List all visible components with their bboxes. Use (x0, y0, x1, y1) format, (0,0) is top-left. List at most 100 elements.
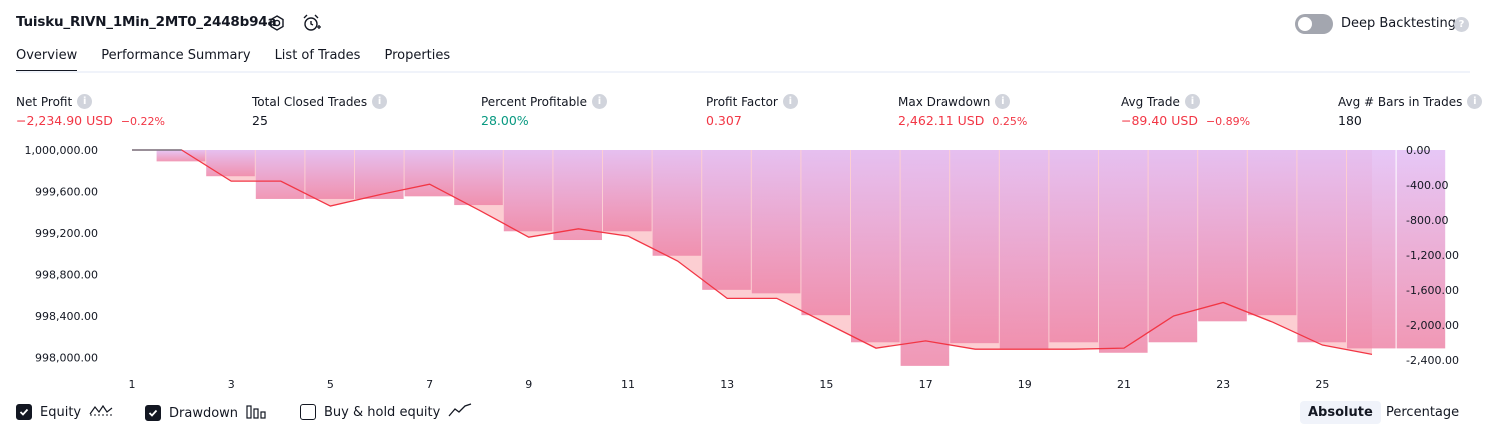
drawdown-bar (851, 150, 900, 343)
metric-percent: −0.22% (120, 115, 165, 128)
x-tick-label: 15 (819, 378, 833, 391)
equity-line-icon (89, 403, 113, 421)
tab-performance-summary[interactable]: Performance Summary (101, 48, 251, 63)
x-tick-label: 1 (129, 378, 136, 391)
x-tick-label: 23 (1216, 378, 1230, 391)
toggle-knob (1298, 17, 1312, 31)
drawdown-bar (553, 150, 602, 241)
drawdown-bar (1396, 150, 1446, 349)
info-icon[interactable]: i (782, 94, 798, 109)
legend-label: Drawdown (169, 405, 239, 421)
drawdown-bar (305, 150, 354, 199)
drawdown-bar (404, 150, 454, 197)
x-tick-label: 13 (720, 378, 734, 391)
metric-label: Max Drawdown (898, 94, 991, 109)
metric-value: 25 (252, 113, 268, 128)
legend-equity[interactable]: Equity (16, 403, 113, 421)
metric-value: 28.00% (481, 113, 529, 128)
info-icon[interactable]: i (591, 94, 607, 109)
info-icon[interactable]: i (995, 94, 1011, 109)
equity-line (132, 149, 1373, 356)
y-right-tick-label: -800.00 (1406, 214, 1448, 227)
x-tick-label: 17 (919, 378, 933, 391)
info-icon[interactable]: i (1467, 94, 1483, 109)
drawdown-bar (1148, 150, 1198, 343)
drawdown-bar (1347, 150, 1396, 349)
drawdown-bar (206, 150, 255, 177)
drawdown-bar (1049, 150, 1098, 343)
metric-percent: 0.25% (992, 115, 1028, 128)
drawdown-bar (603, 150, 652, 232)
x-tick-label: 19 (1018, 378, 1032, 391)
help-icon[interactable]: ? (1454, 17, 1469, 32)
y-left-tick-label: 999,200.00 (35, 227, 98, 240)
legend-buy-hold[interactable]: Buy & hold equity (300, 403, 472, 421)
y-right-tick-label: 0.00 (1406, 144, 1431, 157)
drawdown-bar (503, 150, 553, 232)
axis-ticks: 1,000,000.00 999,600.00 999,200.00 998,800.… (25, 144, 1459, 391)
drawdown-bar (156, 150, 206, 162)
info-icon[interactable]: i (77, 94, 93, 109)
y-right-tick-label: -1,200.00 (1406, 249, 1459, 262)
y-left-tick-label: 998,000.00 (35, 351, 98, 364)
drawdown-bar (999, 150, 1049, 349)
alarm-clock-plus-icon[interactable] (300, 12, 322, 34)
y-left-tick-label: 999,600.00 (35, 185, 98, 198)
y-left-tick-label: 1,000,000.00 (25, 144, 98, 157)
metric-total-closed-trades: Total Closed Trades i 25 (252, 94, 388, 128)
y-right-tick-label: -400.00 (1406, 179, 1448, 192)
x-tick-label: 9 (525, 378, 532, 391)
info-icon[interactable]: i (372, 94, 388, 109)
metric-label: Avg # Bars in Trades (1338, 94, 1463, 109)
buy-hold-checkbox[interactable] (300, 404, 316, 420)
drawdown-bar (900, 150, 950, 366)
legend-drawdown[interactable]: Drawdown (145, 403, 268, 423)
tab-list-of-trades[interactable]: List of Trades (274, 48, 361, 63)
drawdown-bar (751, 150, 801, 294)
x-tick-label: 5 (327, 378, 334, 391)
tab-divider (16, 71, 1470, 73)
drawdown-bar (1297, 150, 1346, 343)
drawdown-bar (801, 150, 850, 316)
drawdown-bar (1099, 150, 1148, 353)
drawdown-bars (156, 150, 1446, 366)
metric-value: 0.307 (706, 113, 742, 128)
metric-avg-bars: Avg # Bars in Trades i 180 (1338, 94, 1483, 128)
drawdown-bar (1247, 150, 1297, 316)
metric-value: 2,462.11 USD (898, 113, 985, 128)
metric-max-drawdown: Max Drawdown i 2,462.11 USD 0.25% (898, 94, 1027, 128)
x-tick-label: 21 (1117, 378, 1131, 391)
metric-label: Percent Profitable (481, 94, 587, 109)
x-tick-label: 25 (1315, 378, 1329, 391)
metric-label: Profit Factor (706, 94, 778, 109)
metric-avg-trade: Avg Trade i −89.40 USD −0.89% (1121, 94, 1250, 128)
metric-label: Net Profit (16, 94, 73, 109)
metric-profit-factor: Profit Factor i 0.307 (706, 94, 798, 128)
drawdown-checkbox[interactable] (145, 405, 161, 421)
tab-properties[interactable]: Properties (384, 48, 451, 63)
x-tick-label: 11 (621, 378, 635, 391)
info-icon[interactable]: i (1184, 94, 1200, 109)
absolute-button[interactable]: Absolute (1300, 401, 1381, 424)
metric-percent-profitable: Percent Profitable i 28.00% (481, 94, 607, 128)
metric-label: Avg Trade (1121, 94, 1180, 109)
drawdown-bar (950, 150, 999, 344)
legend-label: Equity (40, 404, 82, 420)
metric-value: −89.40 USD (1121, 113, 1198, 128)
drawdown-bar (1198, 150, 1247, 322)
equity-checkbox[interactable] (16, 404, 32, 420)
percentage-button[interactable]: Percentage (1386, 405, 1460, 420)
metric-value: −2,234.90 USD (16, 113, 113, 128)
y-right-tick-label: -1,600.00 (1406, 284, 1459, 297)
strategy-title: Tuisku_RIVN_1Min_2MT0_2448b94a (16, 14, 277, 30)
metric-percent: −0.89% (1205, 115, 1251, 128)
deep-backtesting-toggle[interactable] (1295, 14, 1333, 34)
equity-line-group (132, 149, 1373, 356)
metric-value: 180 (1338, 113, 1362, 128)
x-tick-label: 3 (228, 378, 235, 391)
buy-hold-line-icon (448, 403, 472, 421)
deep-backtesting-label: Deep Backtesting (1341, 16, 1457, 31)
metric-net-profit: Net Profit i −2,234.90 USD −0.22% (16, 94, 165, 128)
gear-icon[interactable] (266, 12, 288, 34)
